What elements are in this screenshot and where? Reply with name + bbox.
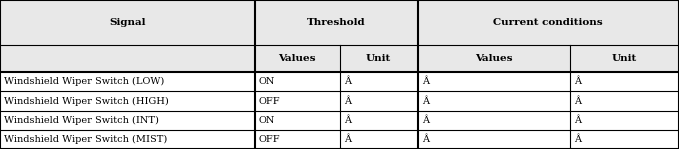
Text: Unit: Unit [366,54,391,63]
Text: Values: Values [475,54,513,63]
Text: Â: Â [574,135,581,144]
Text: ON: ON [259,77,275,86]
Text: Unit: Unit [612,54,638,63]
Text: ON: ON [259,116,275,125]
Text: OFF: OFF [259,135,280,144]
Text: OFF: OFF [259,97,280,105]
Text: Â: Â [422,116,428,125]
Text: Â: Â [422,135,428,144]
Text: Current conditions: Current conditions [494,18,603,27]
Text: Â: Â [574,116,581,125]
Text: Windshield Wiper Switch (MIST): Windshield Wiper Switch (MIST) [4,135,167,144]
Bar [0,91,679,111]
Bar [0,0,679,45]
Text: Â: Â [422,77,428,86]
Text: Threshold: Threshold [307,18,365,27]
Text: Â: Â [344,77,350,86]
Text: Signal: Signal [109,18,145,27]
Bar [0,111,679,130]
Text: Â: Â [574,77,581,86]
Text: Â: Â [344,116,350,125]
Bar [0,72,679,91]
Bar [0,45,679,72]
Text: Windshield Wiper Switch (LOW): Windshield Wiper Switch (LOW) [4,77,164,86]
Text: Values: Values [278,54,316,63]
Text: Â: Â [574,97,581,105]
Text: Windshield Wiper Switch (HIGH): Windshield Wiper Switch (HIGH) [4,97,169,106]
Bar [0,130,679,149]
Text: Â: Â [344,97,350,105]
Text: Â: Â [422,97,428,105]
Text: Windshield Wiper Switch (INT): Windshield Wiper Switch (INT) [4,116,159,125]
Text: Â: Â [344,135,350,144]
